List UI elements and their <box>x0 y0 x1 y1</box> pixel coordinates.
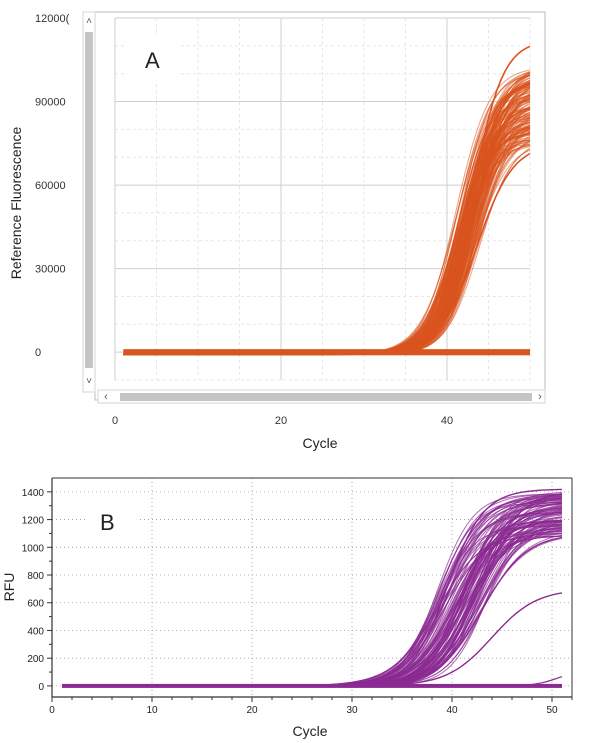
y-tick-label: 200 <box>27 654 44 665</box>
panel-label-bg <box>86 504 138 538</box>
x-tick-label: 20 <box>275 415 287 427</box>
scroll-up-icon[interactable]: ˄ <box>86 16 92 27</box>
y-tick-label: 12000( <box>35 13 70 25</box>
scroll-right-icon[interactable]: › <box>538 391 542 403</box>
y-tick-label: 600 <box>27 599 44 610</box>
x-tick-label: 0 <box>49 705 55 716</box>
y-tick-label: 90000 <box>35 97 66 109</box>
x-tick-label: 30 <box>346 705 358 716</box>
y-tick-label: 800 <box>27 571 44 582</box>
scroll-left-icon[interactable]: ‹ <box>104 391 108 403</box>
y-axis-title: Reference Fluorescence <box>8 127 24 280</box>
y-tick-label: 400 <box>27 626 44 637</box>
y-tick-label: 0 <box>38 682 44 693</box>
y-tick-label: 1000 <box>22 543 45 554</box>
scrollbar-thumb[interactable] <box>85 32 93 368</box>
x-tick-label: 10 <box>146 705 158 716</box>
panel-label-box: B <box>86 504 138 538</box>
panel-label-box: A <box>124 35 179 83</box>
panel-label-bg <box>124 35 179 83</box>
y-tick-label: 1400 <box>22 488 45 499</box>
scrollbar-thumb[interactable] <box>120 393 532 401</box>
baseline-band <box>62 683 562 688</box>
y-tick-label: 0 <box>35 347 41 359</box>
y-tick-label: 60000 <box>35 180 66 192</box>
vertical-scrollbar[interactable]: ˄˅ <box>82 11 96 393</box>
x-tick-label: 20 <box>246 705 258 716</box>
scroll-down-icon[interactable]: ˅ <box>86 376 92 387</box>
baseline-band <box>123 349 531 356</box>
horizontal-scrollbar[interactable]: ‹ › <box>97 389 546 404</box>
panel-label: A <box>145 48 160 73</box>
panel-b-chart: B 0 200 400 600 800 1000 1200 1400 0 10 20 30 40 50 Cyc… <box>1 477 573 739</box>
tick-marks <box>47 491 573 702</box>
x-tick-label: 40 <box>446 705 458 716</box>
x-axis-title: Cycle <box>292 723 327 739</box>
x-axis-title: Cycle <box>302 435 337 451</box>
x-tick-label: 40 <box>441 415 453 427</box>
y-tick-label: 1200 <box>22 516 45 527</box>
y-tick-label: 30000 <box>35 264 66 276</box>
panel-label: B <box>100 510 115 535</box>
x-tick-label: 0 <box>112 415 118 427</box>
x-tick-label: 50 <box>546 705 558 716</box>
y-axis-title: RFU <box>1 573 17 602</box>
